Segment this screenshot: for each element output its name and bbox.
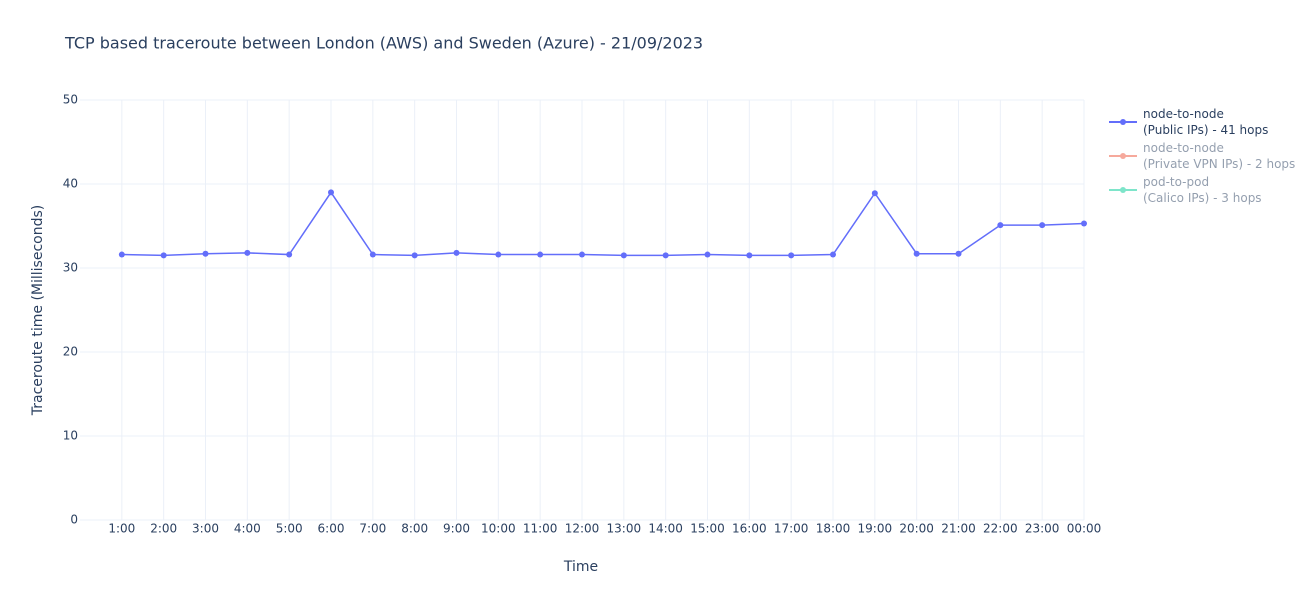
data-point (369, 251, 376, 258)
data-point (704, 251, 711, 258)
x-tick-label: 12:00 (565, 522, 600, 536)
x-tick-label: 20:00 (899, 522, 934, 536)
data-point (453, 249, 460, 256)
data-point (788, 252, 795, 259)
x-tick-label: 23:00 (1025, 522, 1060, 536)
x-tick-label: 10:00 (481, 522, 516, 536)
x-tick-label: 16:00 (732, 522, 767, 536)
y-axis-title: Traceroute time (Milliseconds) (30, 205, 46, 416)
legend-label: node-to-node (Public IPs) - 41 hops (1143, 107, 1268, 137)
x-tick-label: 19:00 (858, 522, 893, 536)
data-point (328, 189, 334, 196)
x-tick-label: 21:00 (941, 522, 976, 536)
x-tick-label: 18:00 (816, 522, 851, 536)
y-tick-label: 50 (63, 93, 78, 107)
data-point (955, 250, 962, 257)
y-tick-label: 20 (63, 345, 78, 359)
data-point (495, 251, 502, 258)
data-point (746, 252, 753, 259)
x-tick-label: 7:00 (359, 522, 386, 536)
legend-label: node-to-node (Private VPN IPs) - 2 hops (1143, 141, 1295, 171)
x-tick-label: 11:00 (523, 522, 558, 536)
data-point (286, 251, 293, 258)
data-point (579, 251, 585, 258)
data-point (620, 252, 627, 259)
data-point (202, 250, 209, 257)
legend-item[interactable]: node-to-node (Public IPs) - 41 hops (1109, 107, 1268, 137)
y-tick-label: 40 (63, 177, 78, 191)
x-tick-label: 4:00 (234, 522, 261, 536)
legend-label: pod-to-pod (Calico IPs) - 3 hops (1143, 175, 1262, 205)
data-point (1039, 222, 1046, 229)
y-tick-label: 0 (70, 513, 78, 527)
x-tick-label: 3:00 (192, 522, 219, 536)
x-tick-label: 15:00 (690, 522, 725, 536)
data-point (411, 252, 418, 259)
x-tick-label: 8:00 (401, 522, 428, 536)
x-tick-label: 1:00 (108, 522, 135, 536)
x-tick-label: 00:00 (1067, 522, 1102, 536)
legend-swatch-point (1120, 187, 1126, 193)
chart-title: TCP based traceroute between London (AWS… (64, 34, 703, 53)
legend-swatch-point (1120, 153, 1126, 159)
data-point (1081, 220, 1087, 227)
x-tick-label: 2:00 (150, 522, 177, 536)
x-tick-label: 22:00 (983, 522, 1018, 536)
data-point (913, 250, 920, 257)
legend-item[interactable]: pod-to-pod (Calico IPs) - 3 hops (1109, 175, 1262, 205)
data-point (537, 251, 544, 258)
y-tick-label: 10 (63, 429, 78, 443)
y-tick-label: 30 (63, 261, 78, 275)
x-tick-label: 6:00 (318, 522, 345, 536)
data-point (871, 190, 878, 197)
data-point (244, 249, 251, 256)
x-tick-label: 17:00 (774, 522, 809, 536)
legend-swatch-point (1120, 119, 1126, 125)
x-axis-title: Time (563, 559, 598, 575)
x-tick-label: 5:00 (276, 522, 303, 536)
legend-item[interactable]: node-to-node (Private VPN IPs) - 2 hops (1109, 141, 1295, 171)
data-point (997, 222, 1004, 229)
series-line (121, 191, 1085, 257)
x-tick-label: 13:00 (607, 522, 642, 536)
x-tick-label: 9:00 (443, 522, 470, 536)
x-tick-label: 14:00 (648, 522, 683, 536)
data-point (118, 251, 125, 258)
data-point (662, 252, 669, 259)
data-point (160, 252, 167, 259)
data-point (830, 251, 836, 258)
